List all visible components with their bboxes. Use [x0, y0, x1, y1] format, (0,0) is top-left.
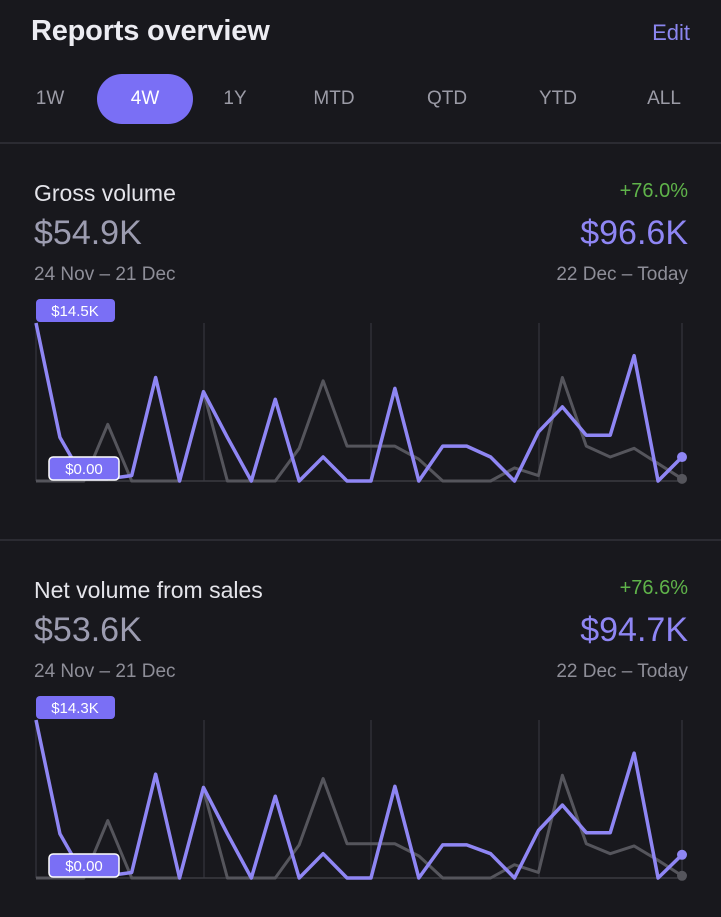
previous-value: $54.9K: [34, 214, 142, 252]
range-ytd[interactable]: YTD: [539, 88, 577, 109]
current-value: $94.7K: [580, 611, 688, 649]
range-qtd[interactable]: QTD: [426, 88, 468, 109]
previous-value: $53.6K: [34, 611, 142, 649]
metric-name: Gross volume: [34, 180, 176, 206]
current-value: $96.6K: [580, 214, 688, 252]
metric-name: Net volume from sales: [34, 577, 263, 603]
current-date-range: 22 Dec – Today: [556, 661, 688, 682]
divider: [0, 539, 721, 541]
net-volume-card[interactable]: Net volume from sales +76.6% $53.6K $94.…: [0, 577, 721, 917]
edit-button[interactable]: Edit: [652, 20, 690, 45]
divider: [0, 142, 721, 144]
previous-date-range: 24 Nov – 21 Dec: [34, 661, 176, 682]
gross-volume-card[interactable]: Gross volume +76.0% $54.9K $96.6K 24 Nov…: [0, 180, 721, 520]
change-percent: +76.6%: [619, 577, 688, 599]
time-range-selector: 1W 4W 1Y MTD QTD YTD ALL: [0, 74, 721, 124]
header: Reports overview Edit: [0, 0, 721, 70]
previous-date-range: 24 Nov – 21 Dec: [34, 264, 176, 285]
range-1w[interactable]: 1W: [35, 88, 65, 109]
range-all[interactable]: ALL: [647, 88, 681, 109]
range-1y[interactable]: 1Y: [223, 88, 247, 109]
range-4w[interactable]: 4W: [97, 74, 193, 124]
range-mtd[interactable]: MTD: [313, 88, 355, 109]
current-date-range: 22 Dec – Today: [556, 264, 688, 285]
change-percent: +76.0%: [619, 180, 688, 202]
page-title: Reports overview: [31, 15, 270, 47]
